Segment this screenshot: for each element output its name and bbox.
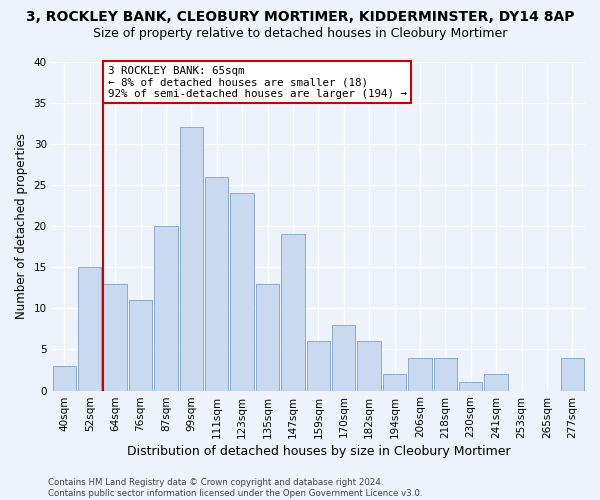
X-axis label: Distribution of detached houses by size in Cleobury Mortimer: Distribution of detached houses by size … <box>127 444 510 458</box>
Y-axis label: Number of detached properties: Number of detached properties <box>15 133 28 319</box>
Bar <box>281 234 305 390</box>
Bar <box>358 341 381 390</box>
Bar <box>307 341 330 390</box>
Bar <box>383 374 406 390</box>
Text: 3 ROCKLEY BANK: 65sqm
← 8% of detached houses are smaller (18)
92% of semi-detac: 3 ROCKLEY BANK: 65sqm ← 8% of detached h… <box>108 66 407 99</box>
Bar <box>179 128 203 390</box>
Bar <box>484 374 508 390</box>
Bar <box>103 284 127 391</box>
Bar <box>332 325 355 390</box>
Bar <box>129 300 152 390</box>
Bar <box>205 176 229 390</box>
Bar <box>434 358 457 390</box>
Bar <box>256 284 279 391</box>
Bar <box>154 226 178 390</box>
Text: 3, ROCKLEY BANK, CLEOBURY MORTIMER, KIDDERMINSTER, DY14 8AP: 3, ROCKLEY BANK, CLEOBURY MORTIMER, KIDD… <box>26 10 574 24</box>
Text: Size of property relative to detached houses in Cleobury Mortimer: Size of property relative to detached ho… <box>93 28 507 40</box>
Bar <box>560 358 584 390</box>
Bar <box>408 358 431 390</box>
Text: Contains HM Land Registry data © Crown copyright and database right 2024.
Contai: Contains HM Land Registry data © Crown c… <box>48 478 422 498</box>
Bar <box>459 382 482 390</box>
Bar <box>230 193 254 390</box>
Bar <box>53 366 76 390</box>
Bar <box>78 267 101 390</box>
